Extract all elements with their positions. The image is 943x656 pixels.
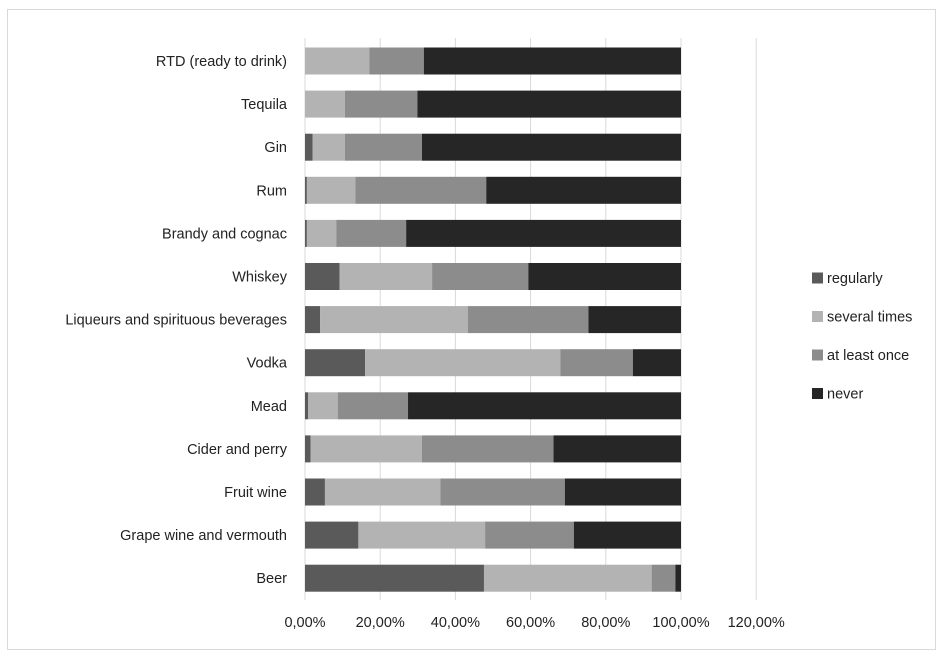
bar-segment-several-times bbox=[308, 392, 338, 420]
bars bbox=[305, 47, 681, 592]
x-tick-label: 20,00% bbox=[356, 615, 405, 631]
category-label: Fruit wine bbox=[224, 485, 287, 501]
bar-segment-regularly bbox=[305, 133, 313, 161]
category-labels: RTD (ready to drink) Tequila Gin Rum Brandy … bbox=[65, 54, 288, 587]
legend-label: regularly bbox=[827, 271, 883, 287]
bar-segment-several-times bbox=[365, 349, 561, 377]
legend-swatch bbox=[812, 349, 823, 361]
bar-segment-regularly bbox=[305, 263, 340, 290]
bar-segment-at-least-once bbox=[344, 90, 418, 118]
bar-segment-never bbox=[417, 90, 681, 118]
bar-segment-never bbox=[408, 392, 681, 420]
x-axis-tick-labels: 0,00% 20,00% 40,00% 60,00% 80,00% 100,00% 120,… bbox=[284, 615, 784, 631]
bar-segment-regularly bbox=[305, 306, 321, 334]
category-label: Mead bbox=[251, 399, 287, 415]
bar-segment-never bbox=[632, 349, 681, 377]
bar-segment-at-least-once bbox=[421, 435, 554, 463]
category-label: Liqueurs and spirituous beverages bbox=[65, 313, 287, 329]
bar-segment-several-times bbox=[306, 176, 356, 204]
legend-swatch bbox=[812, 388, 823, 399]
bar-segment-several-times bbox=[312, 133, 345, 161]
bar-segment-never bbox=[406, 219, 681, 247]
bar-segment-at-least-once bbox=[651, 564, 676, 592]
bar-segment-never bbox=[675, 564, 681, 592]
bar-segment-at-least-once bbox=[369, 47, 424, 75]
bar-segment-at-least-once bbox=[467, 306, 589, 334]
category-label: Grape wine and vermouth bbox=[120, 528, 287, 544]
x-tick-label: 100,00% bbox=[652, 615, 709, 631]
bar-segment-several-times bbox=[483, 564, 652, 592]
category-label: RTD (ready to drink) bbox=[156, 54, 287, 70]
bar-segment-never bbox=[486, 176, 681, 204]
category-label: Vodka bbox=[247, 356, 288, 372]
x-tick-label: 120,00% bbox=[728, 615, 785, 631]
legend-label: at least once bbox=[827, 348, 909, 364]
x-tick-label: 0,00% bbox=[284, 615, 325, 631]
category-label: Whiskey bbox=[232, 270, 288, 286]
bar-segment-regularly bbox=[305, 564, 484, 592]
bar-segment-at-least-once bbox=[337, 392, 409, 420]
category-label: Cider and perry bbox=[187, 442, 288, 458]
category-label: Gin bbox=[264, 140, 287, 156]
bar-segment-regularly bbox=[305, 435, 311, 463]
bar-segment-never bbox=[564, 478, 681, 506]
category-label: Beer bbox=[256, 571, 287, 587]
bar-segment-several-times bbox=[324, 478, 441, 506]
bar-segment-at-least-once bbox=[432, 263, 529, 290]
legend-label: several times bbox=[827, 310, 912, 326]
bar-segment-several-times bbox=[305, 47, 370, 75]
x-tick-label: 80,00% bbox=[581, 615, 630, 631]
category-label: Brandy and cognac bbox=[162, 226, 287, 242]
legend-swatch bbox=[812, 311, 823, 322]
bar-segment-at-least-once bbox=[560, 349, 633, 377]
bar-segment-regularly bbox=[305, 478, 325, 506]
bar-segment-never bbox=[423, 47, 681, 75]
bar-segment-at-least-once bbox=[440, 478, 565, 506]
bar-segment-at-least-once bbox=[344, 133, 422, 161]
legend-label: never bbox=[827, 387, 863, 403]
bar-segment-several-times bbox=[339, 263, 433, 290]
bar-segment-never bbox=[573, 521, 681, 549]
x-tick-label: 60,00% bbox=[506, 615, 555, 631]
bar-segment-regularly bbox=[305, 392, 309, 420]
bar-segment-at-least-once bbox=[485, 521, 574, 549]
bar-segment-regularly bbox=[305, 219, 307, 247]
bar-segment-several-times bbox=[320, 306, 468, 334]
legend: regularly several times at least once never bbox=[812, 271, 912, 403]
bar-segment-never bbox=[528, 263, 681, 290]
legend-swatch bbox=[812, 272, 823, 284]
bar-segment-several-times bbox=[358, 521, 486, 549]
bar-segment-never bbox=[553, 435, 681, 463]
bar-segment-regularly bbox=[305, 176, 307, 204]
bar-segment-several-times bbox=[310, 435, 422, 463]
x-tick-label: 40,00% bbox=[431, 615, 480, 631]
category-label: Tequila bbox=[241, 97, 288, 113]
bar-segment-several-times bbox=[306, 219, 337, 247]
bar-segment-regularly bbox=[305, 349, 366, 377]
bar-segment-never bbox=[421, 133, 681, 161]
bar-segment-at-least-once bbox=[355, 176, 487, 204]
bar-segment-regularly bbox=[305, 521, 359, 549]
bar-segment-several-times bbox=[305, 90, 345, 118]
bar-segment-at-least-once bbox=[336, 219, 407, 247]
category-label: Rum bbox=[256, 183, 287, 199]
bar-segment-never bbox=[588, 306, 681, 334]
